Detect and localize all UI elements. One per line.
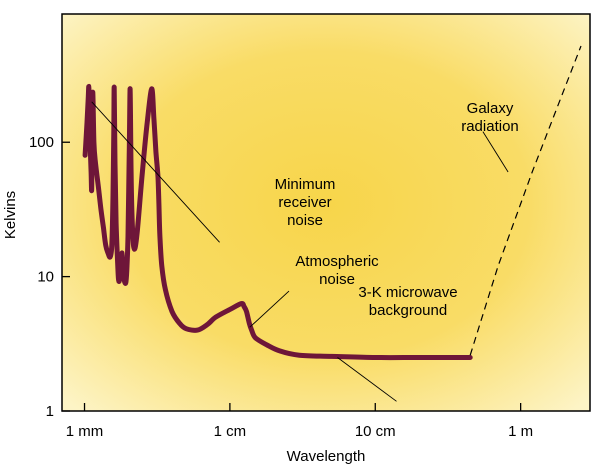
annotation-label: noise [319,271,355,288]
y-tick-label: 1 [46,403,54,420]
y-tick-label: 10 [37,269,54,286]
annotations: GalaxyradiationMinimumreceivernoiseAtmos… [91,100,519,402]
annotation-label: radiation [461,118,519,135]
annotation-leader [482,131,509,173]
annotation-label: receiver [278,194,331,211]
annotation-leader [337,357,397,402]
x-axis-title: Wavelength [287,448,366,465]
x-tick-label: 1 m [508,423,533,440]
annotation-label: Atmospheric [295,253,379,270]
noise-curve [82,83,473,361]
curves [82,45,582,361]
ticks: 1 mm 1 cm 10 cm 1 m 1 10 100 [29,134,533,440]
y-axis-title: Kelvins [2,191,19,239]
x-tick-label: 10 cm [355,423,396,440]
galaxy-radiation-line [469,45,582,356]
annotation-label: background [369,302,447,319]
annotation-label: noise [287,212,323,229]
plot-frame [61,13,591,412]
annotation-label: Galaxy [467,100,514,117]
plot-area [62,14,590,411]
y-tick-label: 100 [29,134,54,151]
x-tick-label: 1 mm [66,423,104,440]
annotation-label: Minimum [275,176,336,193]
x-tick-label: 1 cm [214,423,247,440]
annotation-label: 3-K microwave [358,284,457,301]
annotation-leader [249,290,290,328]
annotation-leader [91,101,220,243]
